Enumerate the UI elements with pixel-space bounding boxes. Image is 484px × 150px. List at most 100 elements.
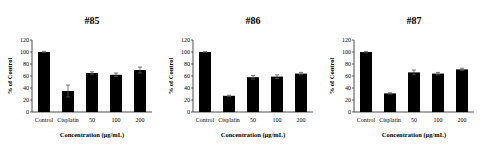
y-tick-label: 80 xyxy=(23,61,29,67)
bar xyxy=(384,93,396,112)
error-cap xyxy=(66,97,70,98)
error-line xyxy=(277,75,278,79)
error-cap xyxy=(364,51,368,52)
error-bar xyxy=(114,73,118,77)
y-tick-label: 40 xyxy=(345,85,351,91)
error-bar xyxy=(364,51,368,52)
x-tick-label: Cisplatin xyxy=(57,117,79,123)
y-tick-label: 120 xyxy=(20,37,29,43)
error-bar xyxy=(90,72,94,74)
y-axis xyxy=(193,40,194,112)
chart-root: #85020406080100120ControlCisplatin501002… xyxy=(0,0,484,150)
error-line xyxy=(116,73,117,77)
x-axis xyxy=(32,112,152,113)
panel: #86020406080100120ControlCisplatin501002… xyxy=(167,15,313,139)
bar xyxy=(432,74,444,112)
bars xyxy=(199,51,307,112)
error-line xyxy=(414,70,415,75)
x-tick-label: Control xyxy=(357,117,376,123)
error-cap xyxy=(275,78,279,79)
error-line xyxy=(253,75,254,79)
error-cap xyxy=(138,67,142,68)
x-tick-label: 200 xyxy=(136,117,145,123)
error-bar xyxy=(436,72,440,74)
bars xyxy=(38,51,146,112)
x-tick-label: 100 xyxy=(112,117,121,123)
bar xyxy=(223,96,235,112)
y-tick-label: 40 xyxy=(23,85,29,91)
x-axis-label: Concentration (μg/mL) xyxy=(221,131,286,139)
error-cap xyxy=(203,51,207,52)
error-cap xyxy=(114,76,118,77)
error-cap xyxy=(138,73,142,74)
error-line xyxy=(140,67,141,73)
error-bar xyxy=(299,72,303,74)
error-bar xyxy=(66,85,70,97)
x-axis-label: Concentration (μg/mL) xyxy=(382,131,447,139)
y-tick-label: 120 xyxy=(342,37,351,43)
x-tick-label: Control xyxy=(35,117,54,123)
bar xyxy=(134,70,146,112)
error-cap xyxy=(436,74,440,75)
x-tick-label: 50 xyxy=(89,117,95,123)
bar xyxy=(295,74,307,112)
error-cap xyxy=(42,52,46,53)
x-tick-label: Cisplatin xyxy=(379,117,401,123)
y-tick-label: 100 xyxy=(181,49,190,55)
y-tick-label: 20 xyxy=(184,97,190,103)
y-tick-label: 100 xyxy=(342,49,351,55)
error-cap xyxy=(251,75,255,76)
x-tick-label: Control xyxy=(196,117,215,123)
x-axis-label: Concentration (μg/mL) xyxy=(60,131,125,139)
figure: #85020406080100120ControlCisplatin501002… xyxy=(0,0,484,150)
error-cap xyxy=(460,68,464,69)
y-axis-label: % of Control xyxy=(167,57,174,94)
y-tick-label: 60 xyxy=(23,73,29,79)
bar xyxy=(38,52,50,112)
x-tick-label: 200 xyxy=(458,117,467,123)
title: #85 xyxy=(85,15,100,26)
x-axis xyxy=(354,112,474,113)
y-tick-label: 60 xyxy=(345,73,351,79)
error-cap xyxy=(90,74,94,75)
panel: #85 0 20 40 60 80 100 120 ControlCisplatin 50 100 2… xyxy=(6,15,152,139)
y-tick-label: 0 xyxy=(26,109,29,115)
x-tick-label: 50 xyxy=(411,117,417,123)
error-cap xyxy=(203,52,207,53)
bar xyxy=(271,77,283,112)
y-tick-label: 20 xyxy=(23,97,29,103)
error-bar xyxy=(138,67,142,73)
error-bar xyxy=(275,75,279,79)
y-tick-label: 100 xyxy=(20,49,29,55)
error-bar xyxy=(412,70,416,75)
bar xyxy=(110,75,122,112)
error-bar xyxy=(388,93,392,94)
bar xyxy=(456,69,468,112)
error-bar xyxy=(203,51,207,52)
y-axis xyxy=(32,40,33,112)
y-tick-label: 20 xyxy=(345,97,351,103)
title: #86 xyxy=(246,15,261,26)
error-cap xyxy=(90,71,94,72)
error-bar xyxy=(251,75,255,79)
error-cap xyxy=(412,70,416,71)
x-tick-label: 200 xyxy=(297,117,306,123)
error-cap xyxy=(299,74,303,75)
error-cap xyxy=(251,79,255,80)
error-cap xyxy=(299,72,303,73)
error-cap xyxy=(388,94,392,95)
bar xyxy=(247,77,259,112)
error-cap xyxy=(364,52,368,53)
x-axis xyxy=(193,112,313,113)
error-bar xyxy=(460,68,464,70)
y-tick-label: 0 xyxy=(348,109,351,115)
error-bar xyxy=(42,51,46,52)
panel: #87020406080100120ControlCisplatin501002… xyxy=(328,15,474,139)
error-cap xyxy=(275,74,279,75)
y-axis-label: % of Control xyxy=(6,57,13,94)
y-tick-label: 40 xyxy=(184,85,190,91)
error-cap xyxy=(66,85,70,86)
error-cap xyxy=(42,51,46,52)
title: #87 xyxy=(407,15,422,26)
error-cap xyxy=(227,96,231,97)
